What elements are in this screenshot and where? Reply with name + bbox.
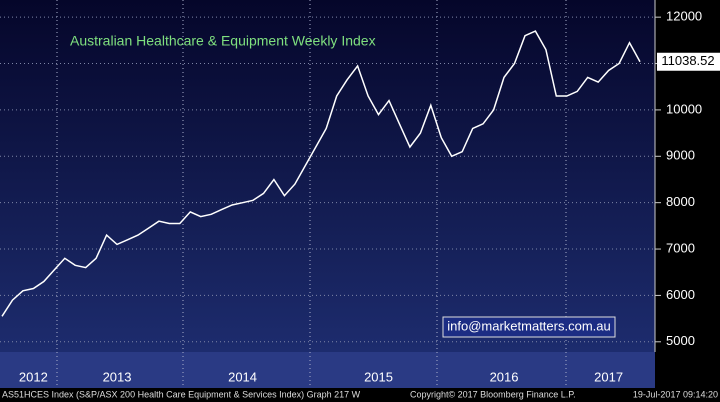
x-tick-label: 2017 (594, 369, 623, 384)
last-price-box (657, 52, 720, 71)
y-tick-label: 10000 (666, 101, 702, 116)
year-separators (56, 0, 567, 388)
plot-area (0, 0, 655, 352)
y-tick-label: 9000 (666, 148, 695, 163)
y-tick-label: 6000 (666, 287, 695, 302)
chart-title: Australian Healthcare & Equipment Weekly… (70, 33, 376, 49)
y-tick-label: 8000 (666, 194, 695, 209)
x-tick-label: 2015 (364, 369, 393, 384)
x-tick-label: 2016 (490, 369, 519, 384)
y-tick-label: 12000 (666, 9, 702, 24)
watermark-box (442, 316, 616, 338)
x-tick-label: 2014 (228, 369, 257, 384)
last-price-label: 11038.52 (661, 53, 714, 68)
x-axis-strip (0, 352, 655, 388)
footer-left: AS51HCES Index (S&P/ASX 200 Health Care … (2, 389, 361, 399)
footer-center: Copyright© 2017 Bloomberg Finance L.P. (410, 389, 576, 399)
watermark: info@marketmatters.com.au (447, 318, 610, 333)
price-line (1, 30, 641, 317)
footer-bar (0, 388, 720, 402)
x-tick-label: 2012 (19, 369, 48, 384)
x-tick-label: 2013 (103, 369, 132, 384)
y-tick-label: 5000 (666, 333, 695, 348)
y-tick-label: 7000 (666, 240, 695, 255)
footer-right: 19-Jul-2017 09:14:20 (633, 389, 718, 399)
